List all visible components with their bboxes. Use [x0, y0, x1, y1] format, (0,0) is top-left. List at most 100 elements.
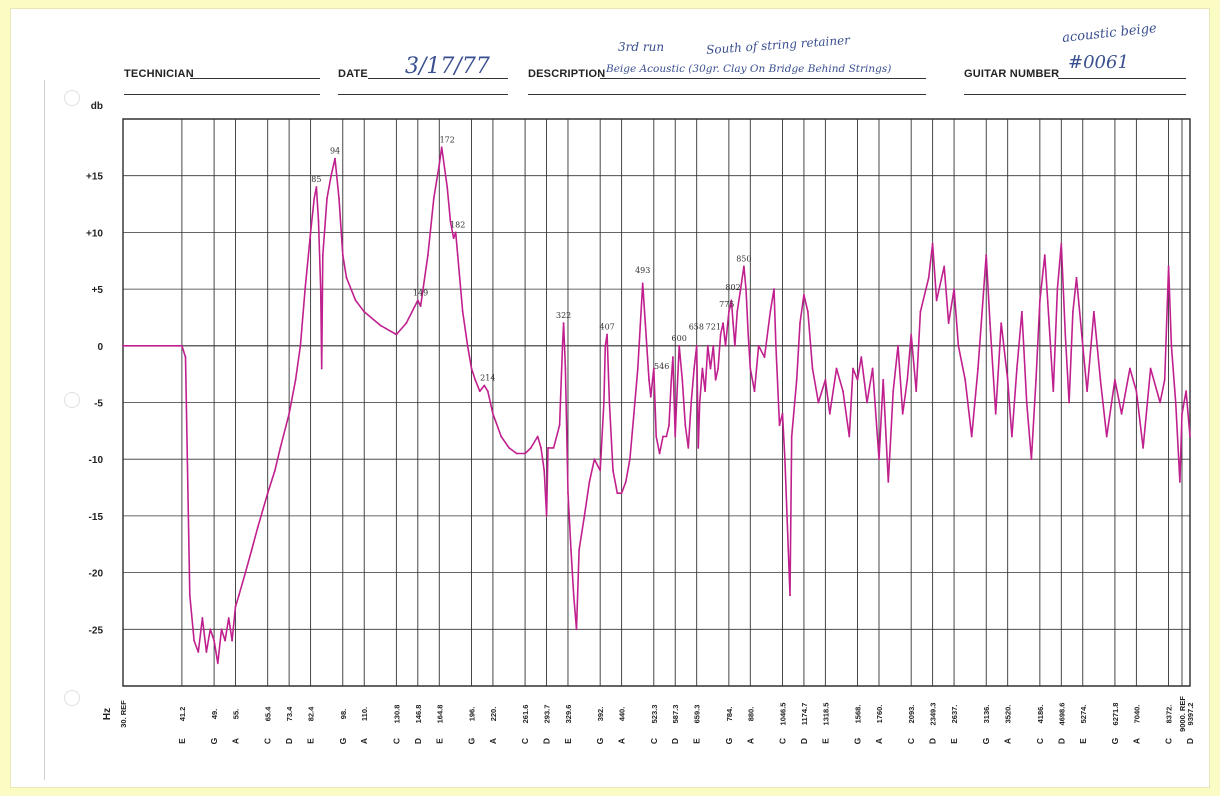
response-point [320, 367, 323, 370]
response-point [452, 237, 455, 240]
response-point [878, 458, 880, 461]
response-point [205, 651, 208, 653]
response-point [1030, 458, 1033, 461]
response-point [1170, 344, 1173, 347]
response-point [606, 333, 608, 336]
x-tick-note-label: G [853, 737, 863, 744]
response-point [508, 447, 510, 449]
response-point [608, 401, 611, 404]
response-point [552, 447, 555, 449]
response-point [641, 282, 644, 285]
response-point [341, 254, 344, 256]
response-point [209, 628, 212, 631]
peak-label: 850 [736, 254, 751, 263]
response-point [690, 401, 693, 404]
response-point [730, 299, 733, 302]
response-point [1159, 401, 1161, 404]
x-tick-freq-label: 8372. [1165, 705, 1174, 724]
response-point [1105, 435, 1108, 438]
x-tick-freq-label: 523.3 [650, 705, 659, 724]
response-point [234, 605, 237, 608]
peak-label: 407 [599, 322, 614, 331]
x-tick-note-label: C [391, 738, 401, 744]
response-point [763, 356, 766, 358]
response-point [1179, 481, 1181, 483]
response-point [931, 242, 934, 245]
guitar-number-line-2 [964, 94, 1186, 95]
response-point [743, 265, 745, 268]
x-tick-freq-label: 659.3 [693, 705, 702, 724]
peak-label: 721 [706, 322, 721, 331]
response-point [828, 412, 831, 415]
guitar-number-line [1058, 78, 1186, 79]
response-point [652, 367, 655, 370]
response-point [220, 628, 223, 631]
x-tick-note-label: E [1078, 738, 1088, 744]
x-tick-freq-label: 98. [339, 709, 348, 719]
response-point [197, 651, 200, 653]
response-point [1025, 401, 1028, 404]
response-point [789, 594, 791, 597]
response-point [935, 299, 938, 302]
response-point [817, 401, 820, 404]
x-tick-freq-label: 329.6 [564, 705, 573, 724]
x-tick-freq-label: 130.8 [392, 705, 401, 724]
response-point [438, 163, 441, 166]
response-point [427, 254, 429, 256]
response-point [719, 333, 722, 336]
response-point [330, 174, 332, 177]
peak-label: 182 [450, 220, 465, 229]
response-point [288, 412, 290, 415]
response-point [701, 367, 704, 370]
response-point [1167, 265, 1170, 268]
response-point [749, 367, 752, 370]
response-point [970, 435, 973, 438]
response-point [1052, 390, 1055, 393]
y-tick-label: +5 [92, 285, 104, 296]
response-point [856, 378, 859, 381]
response-point [1149, 367, 1152, 370]
response-point [799, 322, 801, 324]
response-point [304, 288, 306, 290]
x-tick-note-label: A [745, 738, 755, 744]
response-point [852, 367, 854, 370]
guitar-number-value: #0061 [1068, 52, 1129, 73]
response-point [684, 424, 687, 427]
x-tick-freq-label: 2637. [950, 705, 959, 724]
response-point [524, 452, 526, 455]
response-point [835, 367, 838, 370]
response-point [787, 549, 790, 551]
x-tick-note-label: A [874, 738, 884, 744]
response-point [910, 333, 913, 336]
response-point [224, 639, 227, 642]
response-point [675, 412, 677, 415]
y-tick-label: -5 [94, 399, 103, 410]
response-point [122, 344, 124, 347]
response-point [317, 220, 320, 223]
response-point [1081, 344, 1084, 347]
x-tick-freq-label: 2349.3 [929, 703, 938, 726]
x-tick-note-label: C [649, 738, 659, 744]
x-tick-freq-label: 1568. [854, 705, 863, 724]
x-tick-note-label: E [692, 738, 702, 744]
response-point [338, 197, 340, 200]
x-tick-freq-label: 55. [232, 709, 241, 719]
response-point [784, 458, 786, 461]
response-point [769, 310, 772, 313]
x-tick-freq-label: 9000. REF [1178, 696, 1187, 732]
x-tick-freq-label: 65.4 [264, 706, 273, 721]
technician-line-2 [124, 94, 320, 95]
date-line [368, 78, 508, 79]
response-point [704, 390, 706, 393]
punch-hole-bottom [64, 690, 80, 706]
x-tick-freq-label: 880. [746, 707, 755, 722]
x-tick-freq-label: 6271.8 [1111, 703, 1120, 726]
date-line-2 [338, 94, 508, 95]
response-point [866, 401, 868, 404]
response-point [561, 344, 564, 347]
x-tick-note-label: D [284, 738, 294, 744]
x-tick-note-label: G [981, 737, 991, 744]
x-tick-freq-label: 2093. [907, 705, 916, 724]
response-point [1093, 310, 1095, 313]
response-point [405, 322, 408, 324]
